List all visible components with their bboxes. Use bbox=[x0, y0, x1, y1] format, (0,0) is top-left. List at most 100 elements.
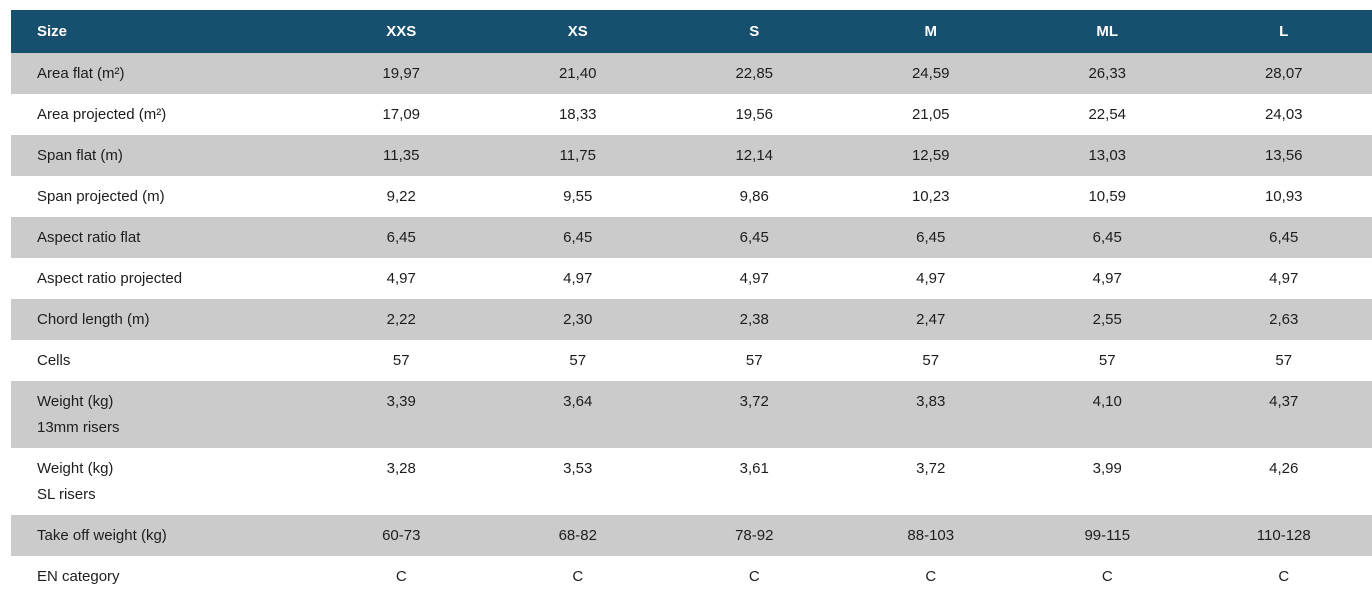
cell-value: 6,45 bbox=[563, 229, 593, 246]
cell-value: C bbox=[395, 568, 407, 585]
row-label: Area flat (m²) bbox=[11, 53, 313, 94]
row-label-line1: Span projected (m) bbox=[37, 188, 165, 205]
cell-value: 4,37 bbox=[1269, 393, 1299, 410]
header-cell-m: M bbox=[924, 23, 938, 40]
cell-value: 57 bbox=[569, 352, 587, 369]
cell-value: 24,59 bbox=[911, 65, 950, 82]
header-row: Size XXS XS S M ML L bbox=[11, 10, 1372, 53]
cell-value: 24,03 bbox=[1264, 106, 1303, 123]
row-label-line1: Area flat (m²) bbox=[37, 65, 125, 82]
cell-value: 21,05 bbox=[911, 106, 950, 123]
cell-value: 6,45 bbox=[1269, 229, 1299, 246]
cell-value: 21,40 bbox=[558, 65, 597, 82]
cell-value: 68-82 bbox=[558, 527, 597, 544]
header-cell-s: S bbox=[749, 23, 760, 40]
cell-value: 2,38 bbox=[739, 311, 769, 328]
cell-value: 6,45 bbox=[386, 229, 416, 246]
cell-value: 3,28 bbox=[386, 460, 416, 477]
cell-value: 2,55 bbox=[1092, 311, 1122, 328]
cell-value: 57 bbox=[745, 352, 763, 369]
cell-value: 57 bbox=[1098, 352, 1116, 369]
cell-value: 110-128 bbox=[1256, 527, 1311, 544]
row-label-line1: Span flat (m) bbox=[37, 147, 123, 164]
cell-value: 4,97 bbox=[739, 270, 769, 287]
row-label: Area projected (m²) bbox=[11, 94, 313, 135]
cell-value: 3,61 bbox=[739, 460, 769, 477]
cell-value: 19,97 bbox=[382, 65, 421, 82]
cell-value: C bbox=[1278, 568, 1290, 585]
cell-value: 4,97 bbox=[386, 270, 416, 287]
cell-value: 57 bbox=[922, 352, 940, 369]
cell-value: 3,64 bbox=[563, 393, 593, 410]
row-label: Weight (kg) SL risers bbox=[11, 448, 313, 515]
cell-value: 4,97 bbox=[916, 270, 946, 287]
cell-value: 99-115 bbox=[1084, 527, 1131, 544]
cell-value: 18,33 bbox=[558, 106, 597, 123]
cell-value: 9,22 bbox=[386, 188, 416, 205]
cell-value: 60-73 bbox=[382, 527, 421, 544]
cell-value: 28,07 bbox=[1264, 65, 1303, 82]
cell-value: 3,72 bbox=[916, 460, 946, 477]
header-cell-size: Size bbox=[37, 23, 68, 40]
row-label-line2: SL risers bbox=[37, 486, 96, 503]
cell-value: 22,85 bbox=[735, 65, 774, 82]
table-row: Take off weight (kg) 60-73 68-82 78-92 88-10… bbox=[11, 515, 1372, 556]
cell-value: 4,97 bbox=[1269, 270, 1299, 287]
row-label: Weight (kg) 13mm risers bbox=[11, 381, 313, 448]
cell-value: 10,93 bbox=[1264, 188, 1303, 205]
cell-value: 9,86 bbox=[739, 188, 769, 205]
row-label: Span projected (m) bbox=[11, 176, 313, 217]
cell-value: C bbox=[925, 568, 937, 585]
cell-value: 4,97 bbox=[563, 270, 593, 287]
cell-value: 11,75 bbox=[559, 147, 596, 164]
table-row: Aspect ratio projected 4,97 4,97 4,97 4,97 4,… bbox=[11, 258, 1372, 299]
row-label: Cells bbox=[11, 340, 313, 381]
table-row: Span flat (m) 11,35 11,75 12,14 12,59 13,03 13… bbox=[11, 135, 1372, 176]
cell-value: 2,30 bbox=[563, 311, 593, 328]
row-label-line1: Aspect ratio projected bbox=[37, 270, 183, 287]
table-row: Cells 57 57 57 57 57 57 bbox=[11, 340, 1372, 381]
row-label: Aspect ratio projected bbox=[11, 258, 313, 299]
table-row: Area flat (m²) 19,97 21,40 22,85 24,59 26,33 2… bbox=[11, 53, 1372, 94]
row-label: Chord length (m) bbox=[11, 299, 313, 340]
cell-value: 13,56 bbox=[1264, 147, 1303, 164]
cell-value: 3,99 bbox=[1092, 460, 1122, 477]
cell-value: 3,39 bbox=[386, 393, 416, 410]
cell-value: 12,59 bbox=[911, 147, 950, 164]
header-cell-l: L bbox=[1279, 23, 1289, 40]
row-label-line1: Area projected (m²) bbox=[37, 106, 167, 123]
table-row: Aspect ratio flat 6,45 6,45 6,45 6,45 6,45 6,4… bbox=[11, 217, 1372, 258]
row-label: Take off weight (kg) bbox=[11, 515, 313, 556]
row-label: Aspect ratio flat bbox=[11, 217, 313, 258]
cell-value: C bbox=[748, 568, 760, 585]
row-label: Span flat (m) bbox=[11, 135, 313, 176]
specifications-table: Size XXS XS S M ML L Area flat (m²) 19,97 21,40 2… bbox=[11, 10, 1372, 597]
header-cell-ml: ML bbox=[1096, 23, 1119, 40]
cell-value: 4,97 bbox=[1092, 270, 1122, 287]
cell-value: 3,72 bbox=[739, 393, 769, 410]
table-row: Weight (kg) SL risers 3,28 3,53 3,61 3,72 3,99… bbox=[11, 448, 1372, 515]
cell-value: 2,22 bbox=[386, 311, 416, 328]
row-label-line1: Weight (kg) bbox=[37, 393, 114, 410]
cell-value: 6,45 bbox=[1092, 229, 1122, 246]
cell-value: 12,14 bbox=[735, 147, 774, 164]
cell-value: 88-103 bbox=[907, 527, 955, 544]
table-row: Area projected (m²) 17,09 18,33 19,56 21,05 2… bbox=[11, 94, 1372, 135]
row-label-line1: Chord length (m) bbox=[37, 311, 150, 328]
cell-value: 2,63 bbox=[1269, 311, 1299, 328]
row-label-line1: Take off weight (kg) bbox=[37, 527, 167, 544]
cell-value: 11,35 bbox=[383, 147, 420, 164]
cell-value: 19,56 bbox=[735, 106, 774, 123]
header-cell-xxs: XXS bbox=[386, 23, 417, 40]
cell-value: 6,45 bbox=[916, 229, 946, 246]
cell-value: 13,03 bbox=[1088, 147, 1127, 164]
cell-value: 9,55 bbox=[563, 188, 593, 205]
cell-value: 57 bbox=[392, 352, 410, 369]
cell-value: 22,54 bbox=[1088, 106, 1127, 123]
cell-value: C bbox=[572, 568, 584, 585]
row-label-line1: Cells bbox=[37, 352, 71, 369]
cell-value: 3,53 bbox=[563, 460, 593, 477]
table-row: Weight (kg) 13mm risers 3,39 3,64 3,72 3,83 4,… bbox=[11, 381, 1372, 448]
cell-value: 2,47 bbox=[916, 311, 946, 328]
